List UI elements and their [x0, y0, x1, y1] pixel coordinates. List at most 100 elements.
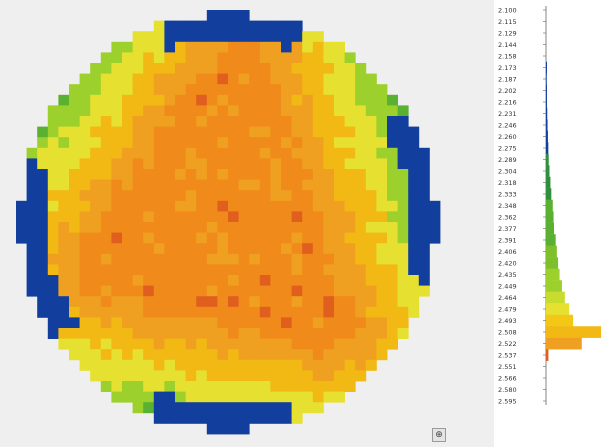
wafer-cell: [376, 169, 388, 180]
wafer-cell: [90, 84, 102, 96]
wafer-cell: [47, 285, 59, 297]
wafer-cell: [270, 264, 282, 276]
histogram-bar: [546, 61, 547, 74]
wafer-cell: [79, 222, 91, 233]
wafer-cell: [228, 211, 239, 223]
wafer-cell: [185, 264, 197, 276]
wafer-cell: [47, 275, 59, 286]
wafer-cell: [196, 20, 208, 32]
wafer-cell: [164, 243, 176, 255]
wafer-cell: [323, 222, 335, 233]
wafer-cell: [270, 370, 282, 382]
wafer-cell: [37, 264, 49, 276]
wafer-cell: [79, 158, 91, 170]
histogram-bar: [546, 222, 555, 235]
wafer-cell: [302, 359, 314, 371]
wafer-cell: [249, 328, 261, 339]
wafer-cell: [397, 264, 409, 276]
wafer-cell: [302, 211, 314, 223]
wafer-cell: [90, 94, 102, 106]
wafer-cell: [429, 232, 441, 244]
wafer-cell: [376, 338, 388, 350]
wafer-cell: [376, 222, 388, 233]
wafer-cell: [37, 275, 49, 286]
wafer-cell: [122, 391, 133, 403]
wafer-cell: [334, 359, 345, 371]
wafer-cell: [302, 243, 314, 255]
wafer-cell: [259, 116, 271, 127]
wafer-cell: [259, 94, 271, 106]
wafer-cell: [397, 190, 409, 202]
wafer-cell: [291, 190, 303, 202]
wafer-cell: [69, 338, 80, 350]
wafer-cell: [132, 275, 144, 286]
wafer-cell: [217, 412, 229, 424]
wafer-cell: [238, 349, 250, 361]
wafer-cell: [323, 275, 335, 286]
wafer-cell: [355, 63, 367, 74]
wafer-cell: [79, 126, 91, 138]
wafer-cell: [175, 359, 186, 371]
wafer-cell: [206, 381, 218, 392]
wafer-cell: [270, 285, 282, 297]
wafer-cell: [58, 94, 70, 106]
wafer-cell: [164, 158, 176, 170]
histogram-bar: [546, 314, 574, 327]
wafer-cell: [143, 306, 155, 318]
wafer-cell: [365, 328, 377, 339]
tick-label: 2.522: [498, 340, 517, 348]
wafer-cell: [217, 285, 229, 297]
wafer-cell: [100, 328, 112, 339]
wafer-cell: [312, 179, 324, 191]
wafer-cell: [143, 179, 155, 191]
wafer-cell: [206, 349, 218, 361]
wafer-cell: [323, 137, 335, 149]
wafer-cell: [249, 116, 261, 127]
wafer-cell: [153, 306, 165, 318]
wafer-cell: [238, 200, 250, 212]
tick-label: 2.362: [498, 213, 517, 221]
wafer-cell: [291, 116, 303, 127]
wafer-cell: [238, 137, 250, 149]
wafer-cell: [249, 211, 261, 223]
wafer-cell: [217, 232, 229, 244]
wafer-cell: [334, 41, 345, 53]
wafer-cell: [217, 105, 229, 117]
wafer-cell: [100, 73, 112, 85]
tick-label: 2.158: [498, 52, 517, 60]
wafer-cell: [69, 179, 80, 191]
wafer-cell: [132, 147, 144, 159]
wafer-cell: [281, 275, 292, 286]
zoom-button[interactable]: ⊕: [432, 428, 446, 442]
wafer-cell: [175, 412, 186, 424]
wafer-cell: [408, 211, 420, 223]
wafer-cell: [47, 296, 59, 308]
wafer-cell: [100, 338, 112, 350]
tick-label: 2.566: [498, 374, 517, 382]
wafer-cell: [355, 158, 367, 170]
wafer-cell: [164, 222, 176, 233]
wafer-cell: [111, 179, 123, 191]
wafer-cell: [217, 338, 229, 350]
wafer-cell: [206, 243, 218, 255]
wafer-cell: [153, 328, 165, 339]
wafer-cell: [185, 31, 197, 43]
wafer-cell: [132, 31, 144, 43]
wafer-cell: [323, 211, 335, 223]
wafer-cell: [26, 158, 38, 170]
wafer-cell: [270, 200, 282, 212]
wafer-cell: [153, 391, 165, 403]
wafer-cell: [281, 31, 292, 43]
wafer-cell: [344, 243, 356, 255]
wafer-cell: [69, 264, 80, 276]
wafer-cell: [228, 264, 239, 276]
tick-label: 2.493: [498, 317, 517, 325]
wafer-cell: [323, 317, 335, 329]
wafer-cell: [122, 158, 133, 170]
tick-label: 2.187: [498, 75, 517, 83]
wafer-cell: [355, 306, 367, 318]
wafer-cell: [185, 190, 197, 202]
wafer-cell: [323, 158, 335, 170]
wafer-cell: [228, 391, 239, 403]
wafer-cell: [196, 285, 208, 297]
